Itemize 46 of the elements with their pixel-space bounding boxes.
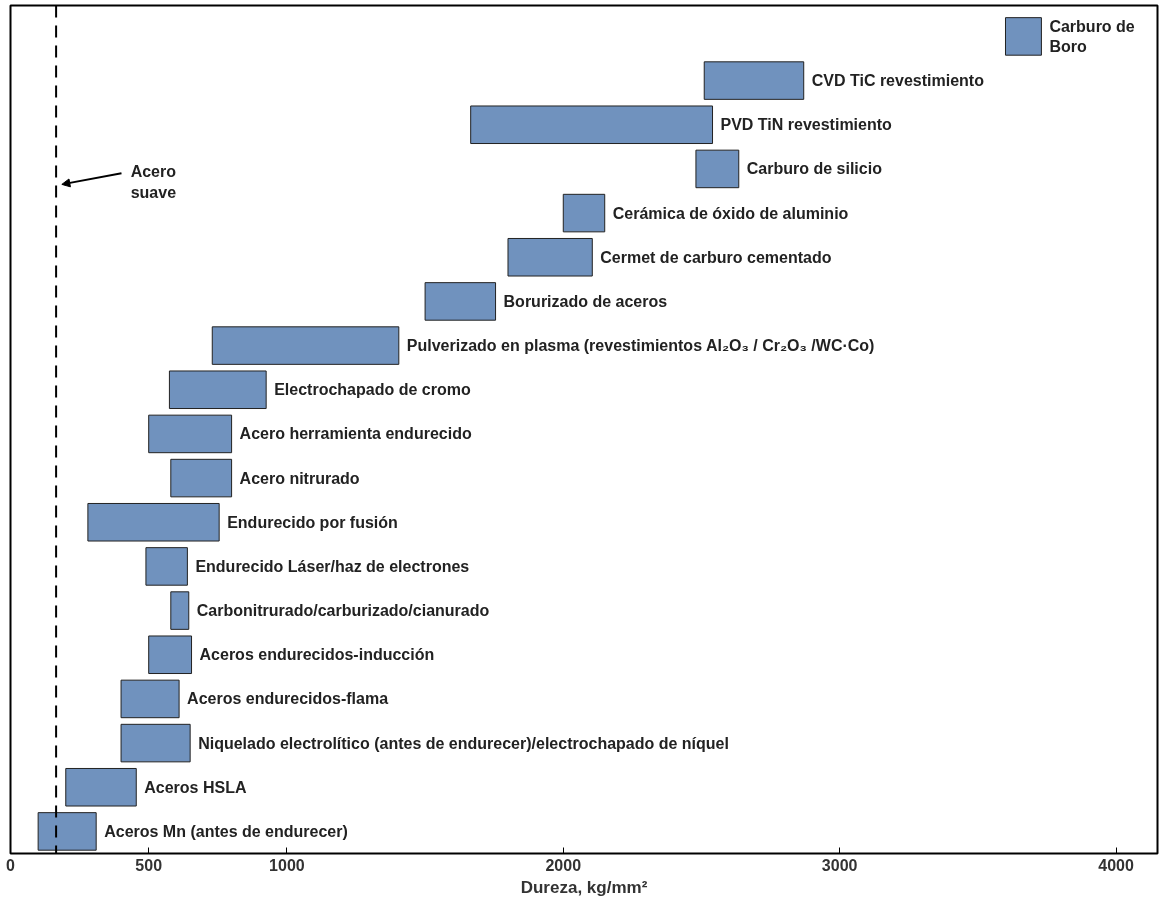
bar	[424, 282, 497, 321]
y-tick-label: Endurecido por fusión	[227, 513, 398, 531]
bar	[170, 458, 233, 498]
y-tick-label: Acero nitrurado	[239, 469, 360, 487]
y-tick-label: CVD TiC revestimiento	[811, 72, 985, 90]
y-tick-label: Carbonitrurado/carburizado/cianurado	[196, 602, 490, 620]
bar	[211, 326, 400, 365]
ref-line-label: Acero suave	[130, 163, 177, 201]
y-tick-label: Carburo de Boro	[1049, 17, 1135, 56]
y-tick-label: Aceros endurecidos-inducción	[199, 646, 435, 664]
x-tick-label: 500	[135, 856, 163, 874]
y-tick-label: Aceros HSLA	[144, 778, 247, 796]
x-tick-label: 0	[6, 856, 16, 874]
bar	[120, 723, 191, 763]
x-tick-label: 4000	[1098, 856, 1134, 874]
bar	[65, 767, 137, 807]
y-tick-label: Aceros endurecidos-flama	[187, 690, 389, 708]
y-tick-label: Cerámica de óxido de aluminio	[612, 204, 849, 222]
x-tick-label: 2000	[545, 856, 582, 874]
bar	[562, 193, 606, 233]
x-tick-label: 1000	[269, 856, 305, 874]
x-axis-title: Dureza, kg/mm²	[520, 877, 648, 897]
bar	[148, 635, 193, 675]
y-tick-label: Endurecido Láser/haz de electrones	[195, 557, 470, 575]
bar	[148, 414, 233, 454]
y-tick-label: Aceros Mn (antes de endurecer)	[104, 822, 348, 840]
bar	[695, 149, 740, 189]
y-tick-label: Cermet de carburo cementado	[600, 248, 832, 266]
y-tick-label: Acero herramienta endurecido	[239, 425, 472, 443]
bar	[170, 591, 190, 630]
y-tick-label: Niquelado electrolítico (antes de endurecer)/electrochapado de níquel	[198, 734, 729, 752]
bar	[87, 502, 220, 542]
bar	[168, 370, 267, 410]
y-tick-label: Pulverizado en plasma (revestimientos Al₂O₃ / Cr₂O₃ /WC·Co)	[406, 337, 875, 355]
y-tick-label: PVD TiN revestimiento	[720, 116, 893, 134]
bar	[37, 812, 97, 851]
y-tick-label: Borurizado de aceros	[503, 292, 668, 310]
bar	[145, 547, 188, 586]
y-tick-label: Electrochapado de cromo	[274, 381, 471, 399]
bar	[703, 61, 805, 100]
bar	[1004, 17, 1042, 56]
bar	[470, 105, 714, 145]
bar	[507, 237, 593, 277]
bar	[120, 679, 180, 719]
x-tick-label: 3000	[821, 856, 858, 874]
y-tick-label: Carburo de silicio	[746, 160, 883, 178]
